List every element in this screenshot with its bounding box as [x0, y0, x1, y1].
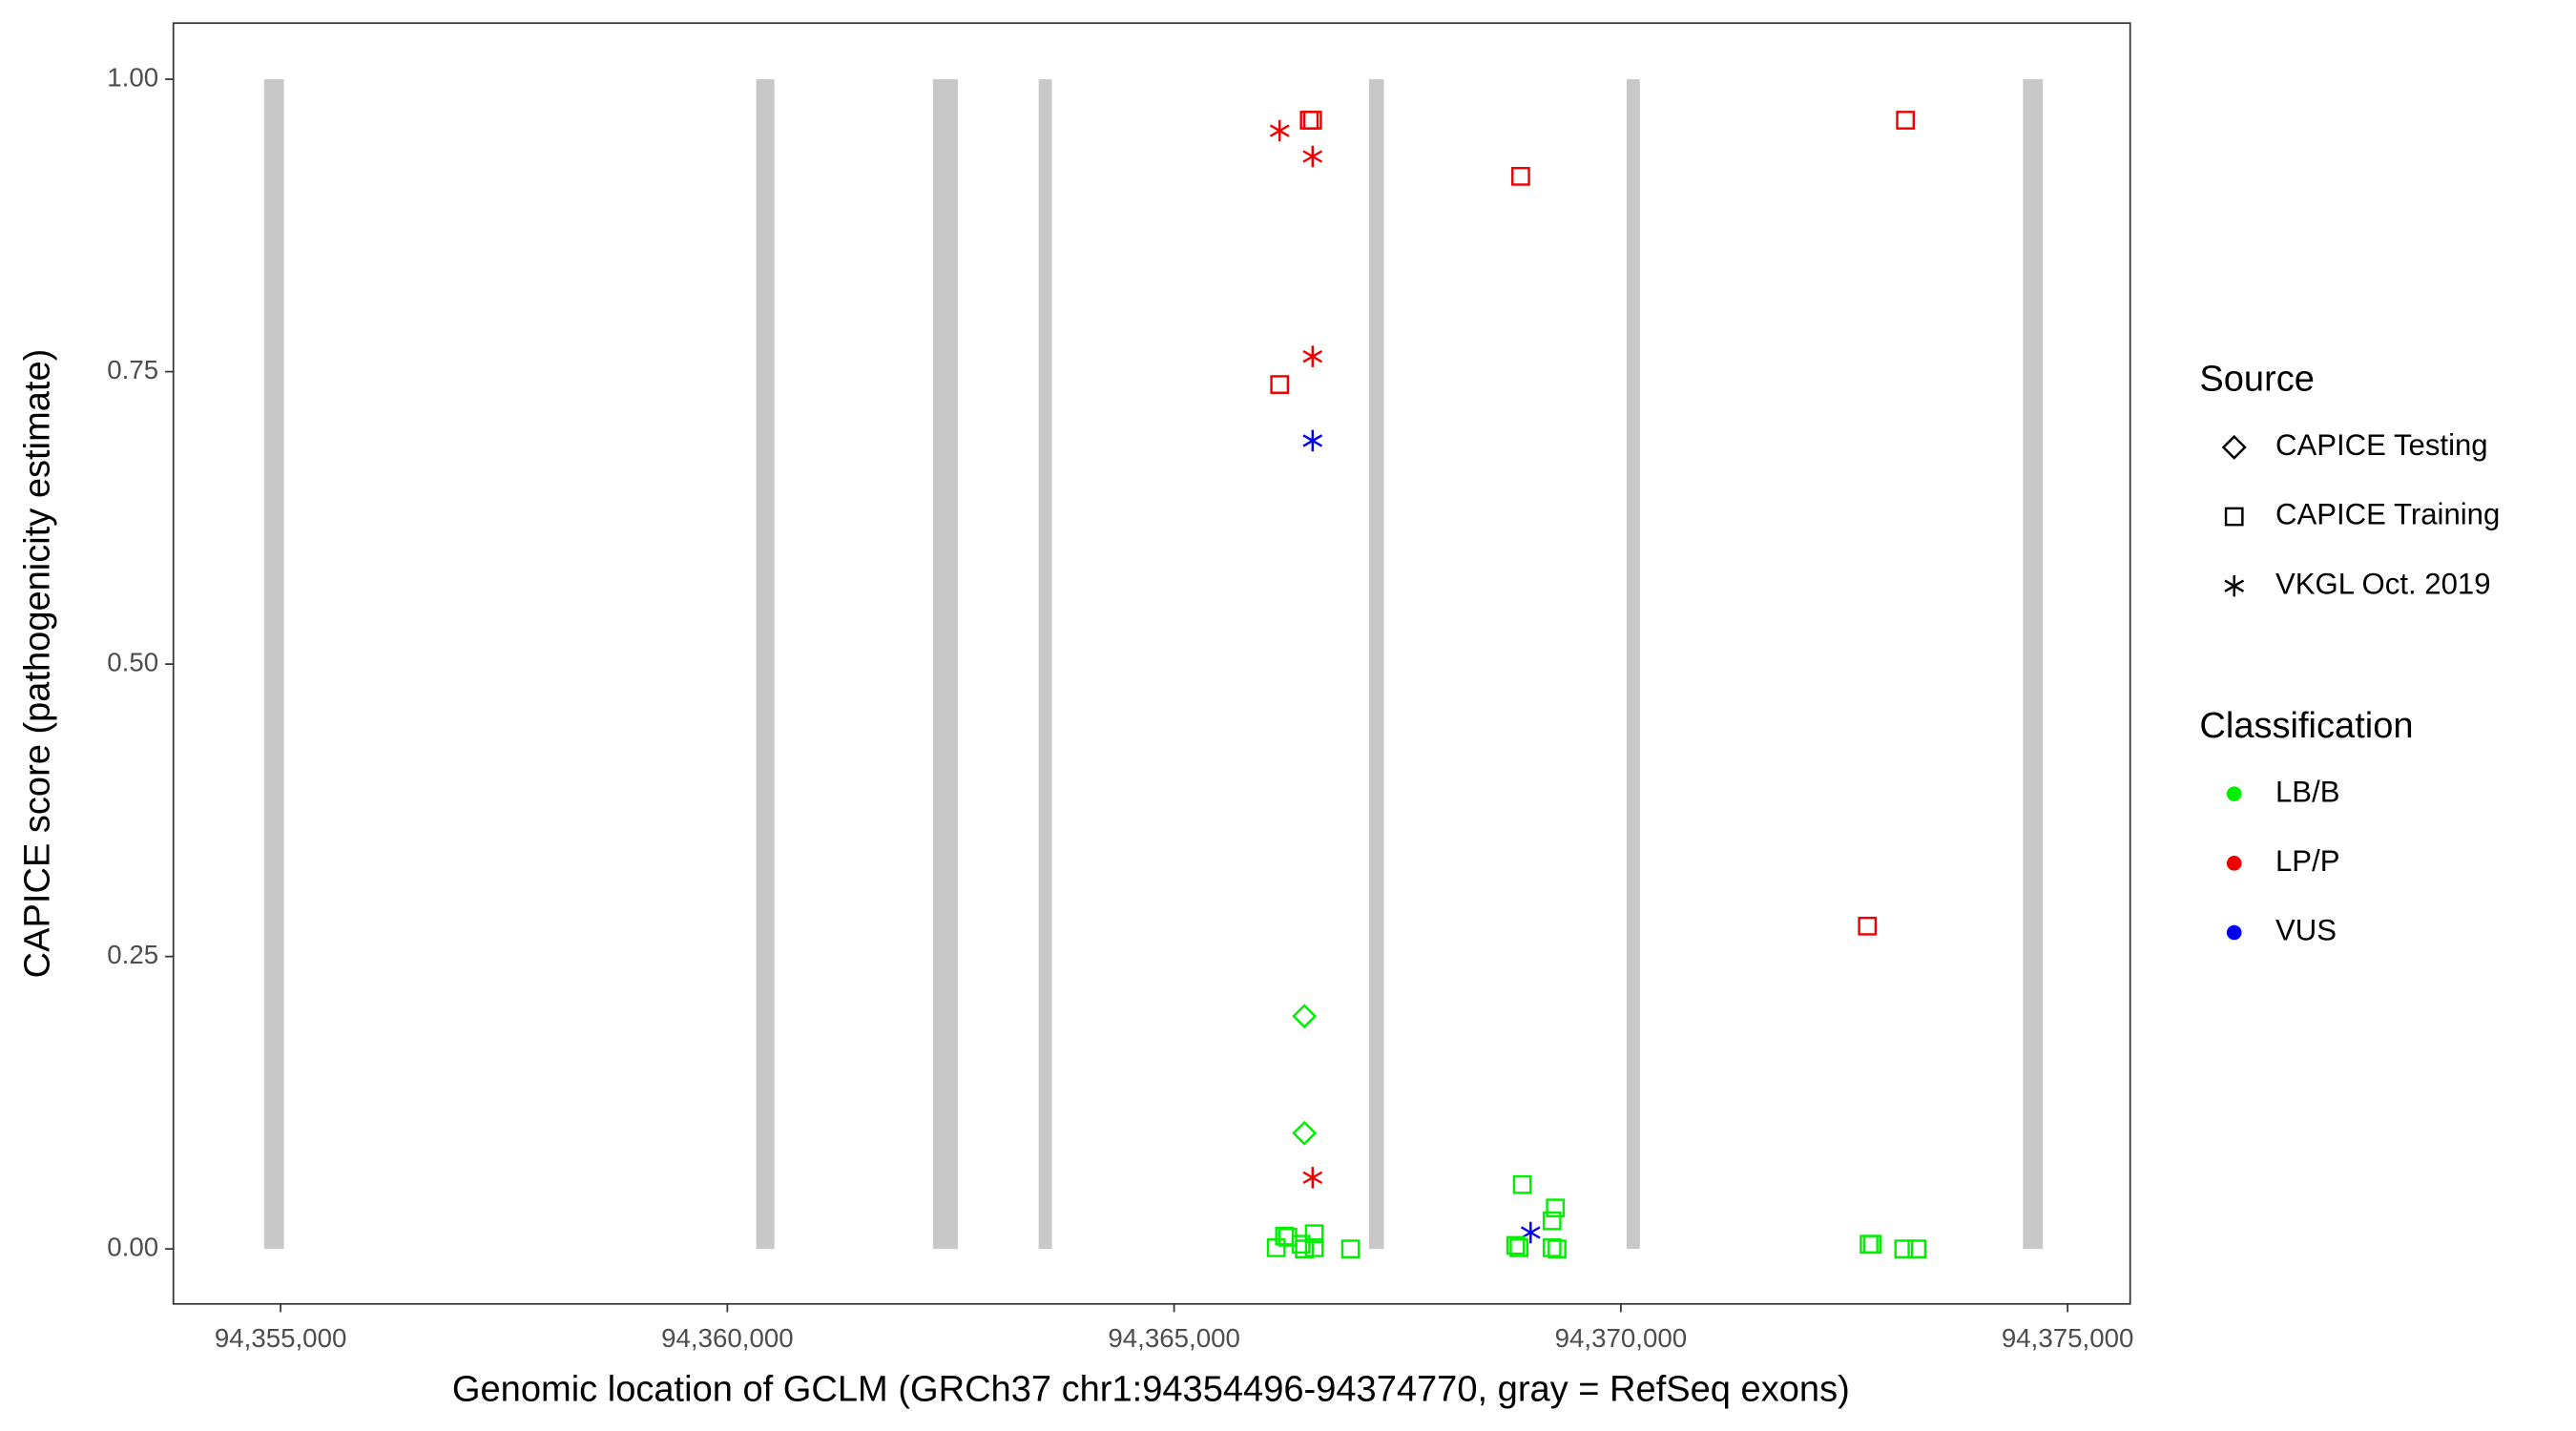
y-tick-label: 0.25 — [107, 940, 158, 969]
square-symbol — [1546, 1198, 1566, 1218]
point — [1858, 916, 1878, 936]
square-symbol — [1270, 375, 1290, 394]
legend-key — [2224, 574, 2245, 597]
point — [1894, 1239, 1914, 1259]
legend-title: Classification — [2199, 706, 2413, 746]
square-symbol — [1859, 1234, 1879, 1255]
diamond-symbol — [1292, 1120, 1318, 1146]
legend-title: Source — [2199, 360, 2315, 400]
plot-area — [263, 79, 2044, 1259]
point — [1304, 1238, 1324, 1257]
diamond-symbol — [1292, 1004, 1318, 1029]
legend-label: VKGL Oct. 2019 — [2275, 567, 2491, 600]
y-tick-label: 0.75 — [107, 355, 158, 384]
point — [1302, 429, 1323, 452]
point — [1542, 1211, 1562, 1231]
x-tick-label: 94,365,000 — [1108, 1323, 1240, 1353]
point — [1506, 1235, 1526, 1255]
point — [1292, 1120, 1318, 1146]
y-axis-title: CAPICE score (pathogenicity estimate) — [18, 349, 58, 979]
square-symbol — [1506, 1235, 1526, 1255]
point — [1859, 1234, 1879, 1255]
legend-label: LP/P — [2275, 844, 2339, 878]
square-symbol — [1548, 1239, 1567, 1259]
square-symbol — [1509, 1238, 1528, 1257]
point — [1291, 1234, 1311, 1255]
point — [1302, 145, 1323, 168]
point — [1295, 1239, 1315, 1259]
legend-key — [2226, 856, 2242, 871]
point — [1340, 1239, 1361, 1259]
square-symbol — [1512, 1174, 1532, 1194]
x-tick-label: 94,370,000 — [1555, 1323, 1688, 1353]
x-tick-label: 94,355,000 — [215, 1323, 347, 1353]
square-symbol — [2224, 507, 2244, 527]
square-symbol — [1291, 1234, 1311, 1255]
exon — [1038, 79, 1052, 1250]
asterisk-symbol — [1302, 1167, 1323, 1189]
asterisk-symbol — [2224, 574, 2245, 597]
square-symbol — [1511, 166, 1530, 186]
point — [1511, 166, 1530, 186]
exon — [1368, 79, 1384, 1250]
asterisk-symbol — [1302, 145, 1323, 168]
x-tick-label: 94,360,000 — [661, 1323, 794, 1353]
point — [1542, 1238, 1562, 1257]
square-symbol — [1894, 1239, 1914, 1259]
point — [1896, 111, 1916, 130]
asterisk-symbol — [1269, 119, 1290, 142]
diamond-symbol — [2221, 434, 2247, 460]
square-symbol — [1304, 1224, 1324, 1244]
point — [1278, 1228, 1298, 1247]
point — [1292, 1004, 1318, 1029]
point — [1304, 1224, 1324, 1244]
x-tick-label: 94,375,000 — [2002, 1323, 2134, 1353]
square-symbol — [1304, 1238, 1324, 1257]
y-tick-label: 0.50 — [107, 647, 158, 676]
point — [1269, 119, 1290, 142]
legend-label: LB/B — [2275, 775, 2339, 808]
x-axis-title: Genomic location of GCLM (GRCh37 chr1:94… — [452, 1370, 1850, 1410]
legend-key — [2226, 786, 2242, 801]
exon — [932, 79, 958, 1250]
y-tick-label: 0.00 — [107, 1232, 158, 1261]
square-symbol — [1302, 111, 1322, 130]
point — [1512, 1174, 1532, 1194]
dot-symbol — [2226, 786, 2242, 801]
exon — [756, 79, 775, 1250]
point — [1302, 111, 1322, 130]
point — [1270, 375, 1290, 394]
square-symbol — [1896, 111, 1916, 130]
point — [1302, 1167, 1323, 1189]
legend-label: CAPICE Testing — [2275, 428, 2488, 462]
square-symbol — [1340, 1239, 1361, 1259]
exon — [263, 79, 284, 1250]
exon — [2023, 79, 2044, 1250]
asterisk-symbol — [1302, 345, 1323, 367]
legend-label: VUS — [2275, 914, 2337, 947]
point — [1546, 1198, 1566, 1218]
point — [1548, 1239, 1567, 1259]
exon — [1626, 79, 1640, 1250]
square-symbol — [1542, 1238, 1562, 1257]
square-symbol — [1295, 1239, 1315, 1259]
point — [1302, 345, 1323, 367]
square-symbol — [1542, 1211, 1562, 1231]
dot-symbol — [2226, 924, 2242, 941]
square-symbol — [1907, 1239, 1927, 1259]
y-tick-label: 1.00 — [107, 62, 158, 92]
legend-label: CAPICE Training — [2275, 498, 2500, 531]
asterisk-symbol — [1302, 429, 1323, 452]
dot-symbol — [2226, 856, 2242, 871]
legend-key — [2226, 924, 2242, 941]
point — [1509, 1238, 1528, 1257]
square-symbol — [1278, 1228, 1298, 1247]
square-symbol — [1858, 916, 1878, 936]
point — [1907, 1239, 1927, 1259]
legend-key — [2224, 507, 2244, 527]
legend-key — [2221, 434, 2247, 460]
